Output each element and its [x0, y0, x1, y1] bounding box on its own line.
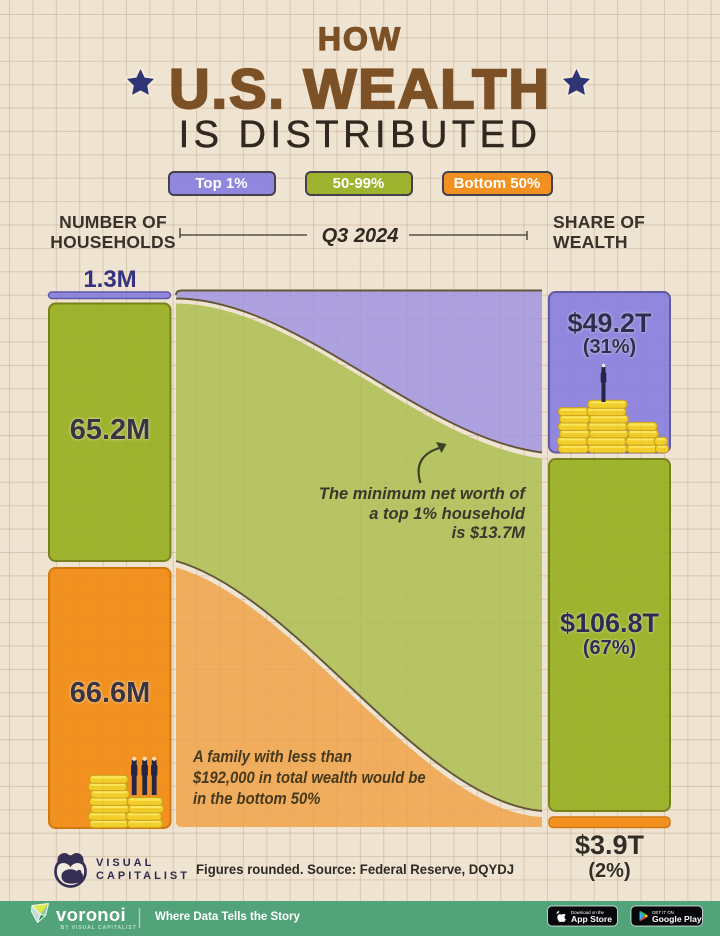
svg-text:Download on the: Download on the	[571, 910, 605, 915]
svg-text:App Store: App Store	[571, 914, 612, 924]
svg-text:GET IT ON: GET IT ON	[652, 910, 674, 915]
svg-text:Google Play: Google Play	[652, 914, 702, 924]
